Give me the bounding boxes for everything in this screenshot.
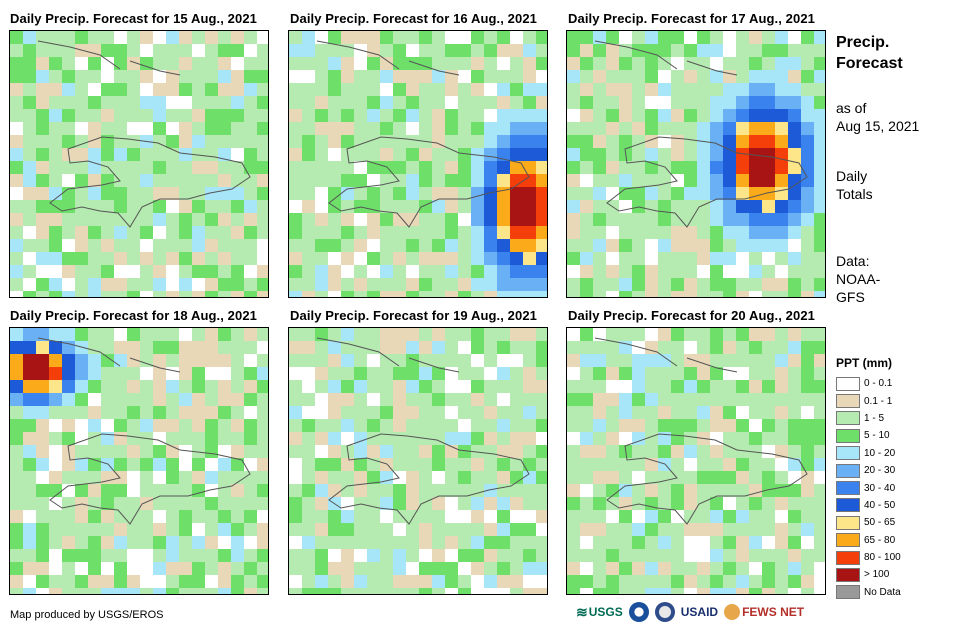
fewsnet-logo: FEWS NET [724,604,804,620]
doi-seal-icon [654,602,675,622]
legend: PPT (mm) 0 - 0.1 0.1 - 1 1 - 5 5 - 10 10 - 2… [836,356,901,601]
legend-item: 10 - 20 [836,445,901,462]
legend-item: 40 - 50 [836,497,901,514]
side-title-line2: Forecast [836,55,903,72]
island-outline [606,136,808,228]
legend-label: 10 - 20 [864,447,896,459]
legend-label: 80 - 100 [864,552,901,564]
forecast-map-aug19 [288,327,548,595]
legend-item: 65 - 80 [836,532,901,549]
panel-title-aug16: Daily Precip. Forecast for 16 Aug., 2021 [290,11,538,26]
fewsnet-globe-icon [724,604,741,620]
legend-swatch [836,533,860,548]
as-of-label: as of [836,100,867,116]
legend-swatch [836,498,860,513]
legend-swatch [836,376,860,391]
bahamas-outline [594,337,738,373]
daily-label: Daily [836,168,868,184]
legend-item: No Data [836,584,901,601]
bahamas-outline [316,337,460,373]
legend-label: No Data [864,586,901,598]
totals-label: Totals [836,186,873,202]
data-source-line2: NOAA- [836,271,881,287]
as-of-date: as of Aug 15, 2021 [836,99,919,135]
legend-label: 65 - 80 [864,534,896,546]
forecast-map-aug20 [566,327,826,595]
island-outline [49,433,251,525]
panel-title-aug17: Daily Precip. Forecast for 17 Aug., 2021 [568,11,816,26]
data-source-line3: GFS [836,289,865,305]
forecast-map-aug18 [9,327,269,595]
legend-item: 20 - 30 [836,462,901,479]
legend-item: 0 - 0.1 [836,375,901,392]
legend-swatch [836,481,860,496]
legend-label: 30 - 40 [864,482,896,494]
panel-title-aug18: Daily Precip. Forecast for 18 Aug., 2021 [10,308,258,323]
panel-title-aug19: Daily Precip. Forecast for 19 Aug., 2021 [290,308,538,323]
legend-swatch [836,428,860,443]
legend-swatch [836,567,860,582]
agency-logos: ≋ USGS USAID FEWS NET [576,602,804,622]
legend-label: 40 - 50 [864,499,896,511]
forecast-map-aug16 [288,30,548,298]
bahamas-outline [37,337,181,373]
island-outline [328,433,530,525]
island-outline [49,136,251,228]
legend-label: 50 - 65 [864,517,896,529]
forecast-map-aug15 [9,30,269,298]
legend-item: > 100 [836,566,901,583]
legend-title: PPT (mm) [836,356,893,370]
legend-swatch [836,550,860,565]
legend-swatch [836,411,860,426]
data-source: Data: NOAA- GFS [836,252,880,306]
island-outline [328,136,530,228]
legend-swatch [836,585,860,600]
bahamas-outline [594,40,738,76]
usgs-wave-icon: ≋ [576,603,588,620]
noaa-logo-icon [628,602,649,622]
legend-item: 1 - 5 [836,410,901,427]
side-title: Precip. Forecast [836,32,903,74]
legend-item: 50 - 65 [836,514,901,531]
legend-item: 5 - 10 [836,427,901,444]
usaid-logo: USAID [681,605,718,619]
legend-label: 0.1 - 1 [864,395,893,407]
daily-totals: Daily Totals [836,167,873,203]
legend-label: 0 - 0.1 [864,378,893,390]
forecast-map-aug17 [566,30,826,298]
usaid-logo-text: USAID [680,605,719,619]
legend-label: > 100 [864,569,890,581]
legend-label: 5 - 10 [864,430,890,442]
usgs-logo: ≋ USGS [576,604,623,621]
map-credit: Map produced by USGS/EROS [10,609,164,621]
island-outline [606,433,808,525]
legend-label: 20 - 30 [864,465,896,477]
panel-title-aug20: Daily Precip. Forecast for 20 Aug., 2021 [568,308,816,323]
legend-swatch [836,394,860,409]
legend-label: 1 - 5 [864,412,885,424]
data-label: Data: [836,253,870,269]
usgs-logo-text: USGS [588,605,623,619]
bahamas-outline [316,40,460,76]
legend-swatch [836,515,860,530]
legend-item: 30 - 40 [836,479,901,496]
side-title-line1: Precip. [836,34,890,51]
as-of-value: Aug 15, 2021 [836,118,920,134]
legend-item: 80 - 100 [836,549,901,566]
legend-swatch [836,446,860,461]
legend-swatch [836,463,860,478]
bahamas-outline [37,40,181,76]
fewsnet-logo-text: FEWS NET [742,605,805,619]
legend-item: 0.1 - 1 [836,392,901,409]
panel-title-aug15: Daily Precip. Forecast for 15 Aug., 2021 [10,11,258,26]
